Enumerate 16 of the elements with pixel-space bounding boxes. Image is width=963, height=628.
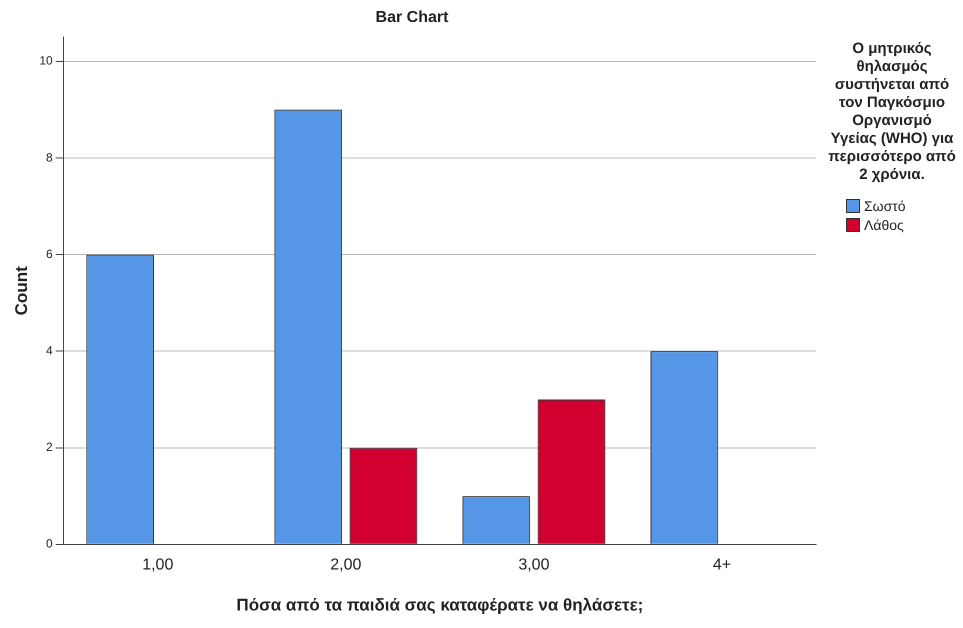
y-tick-label: 2 bbox=[46, 440, 54, 454]
y-tick-label: 4 bbox=[46, 343, 54, 358]
x-tick-label: 1,00 bbox=[142, 556, 174, 574]
y-axis-title: Count bbox=[12, 266, 31, 316]
y-tick-label: 6 bbox=[46, 246, 54, 261]
legend-title: Ο μητρικός θηλασμός συστήνεται από τον Παγκόσμιο Οργανισμό Υγείας (WHO) για περισσότερο από 2 χρόνια. bbox=[828, 40, 956, 184]
x-tick-label: 3,00 bbox=[518, 556, 550, 574]
chart-title: Bar Chart bbox=[376, 9, 450, 26]
y-tick-label: 0 bbox=[46, 536, 54, 551]
y-tick-label: 10 bbox=[39, 54, 54, 68]
x-axis-title: Πόσα από τα παιδιά σας καταφέρατε να θηλάσετε; bbox=[236, 595, 644, 614]
legend-label: Σωστό bbox=[864, 198, 906, 214]
x-tick-label: 2,00 bbox=[330, 556, 362, 574]
y-tick-label: 8 bbox=[46, 150, 54, 164]
x-tick-label: 4+ bbox=[712, 556, 732, 574]
legend-label: Λάθος bbox=[864, 217, 904, 233]
